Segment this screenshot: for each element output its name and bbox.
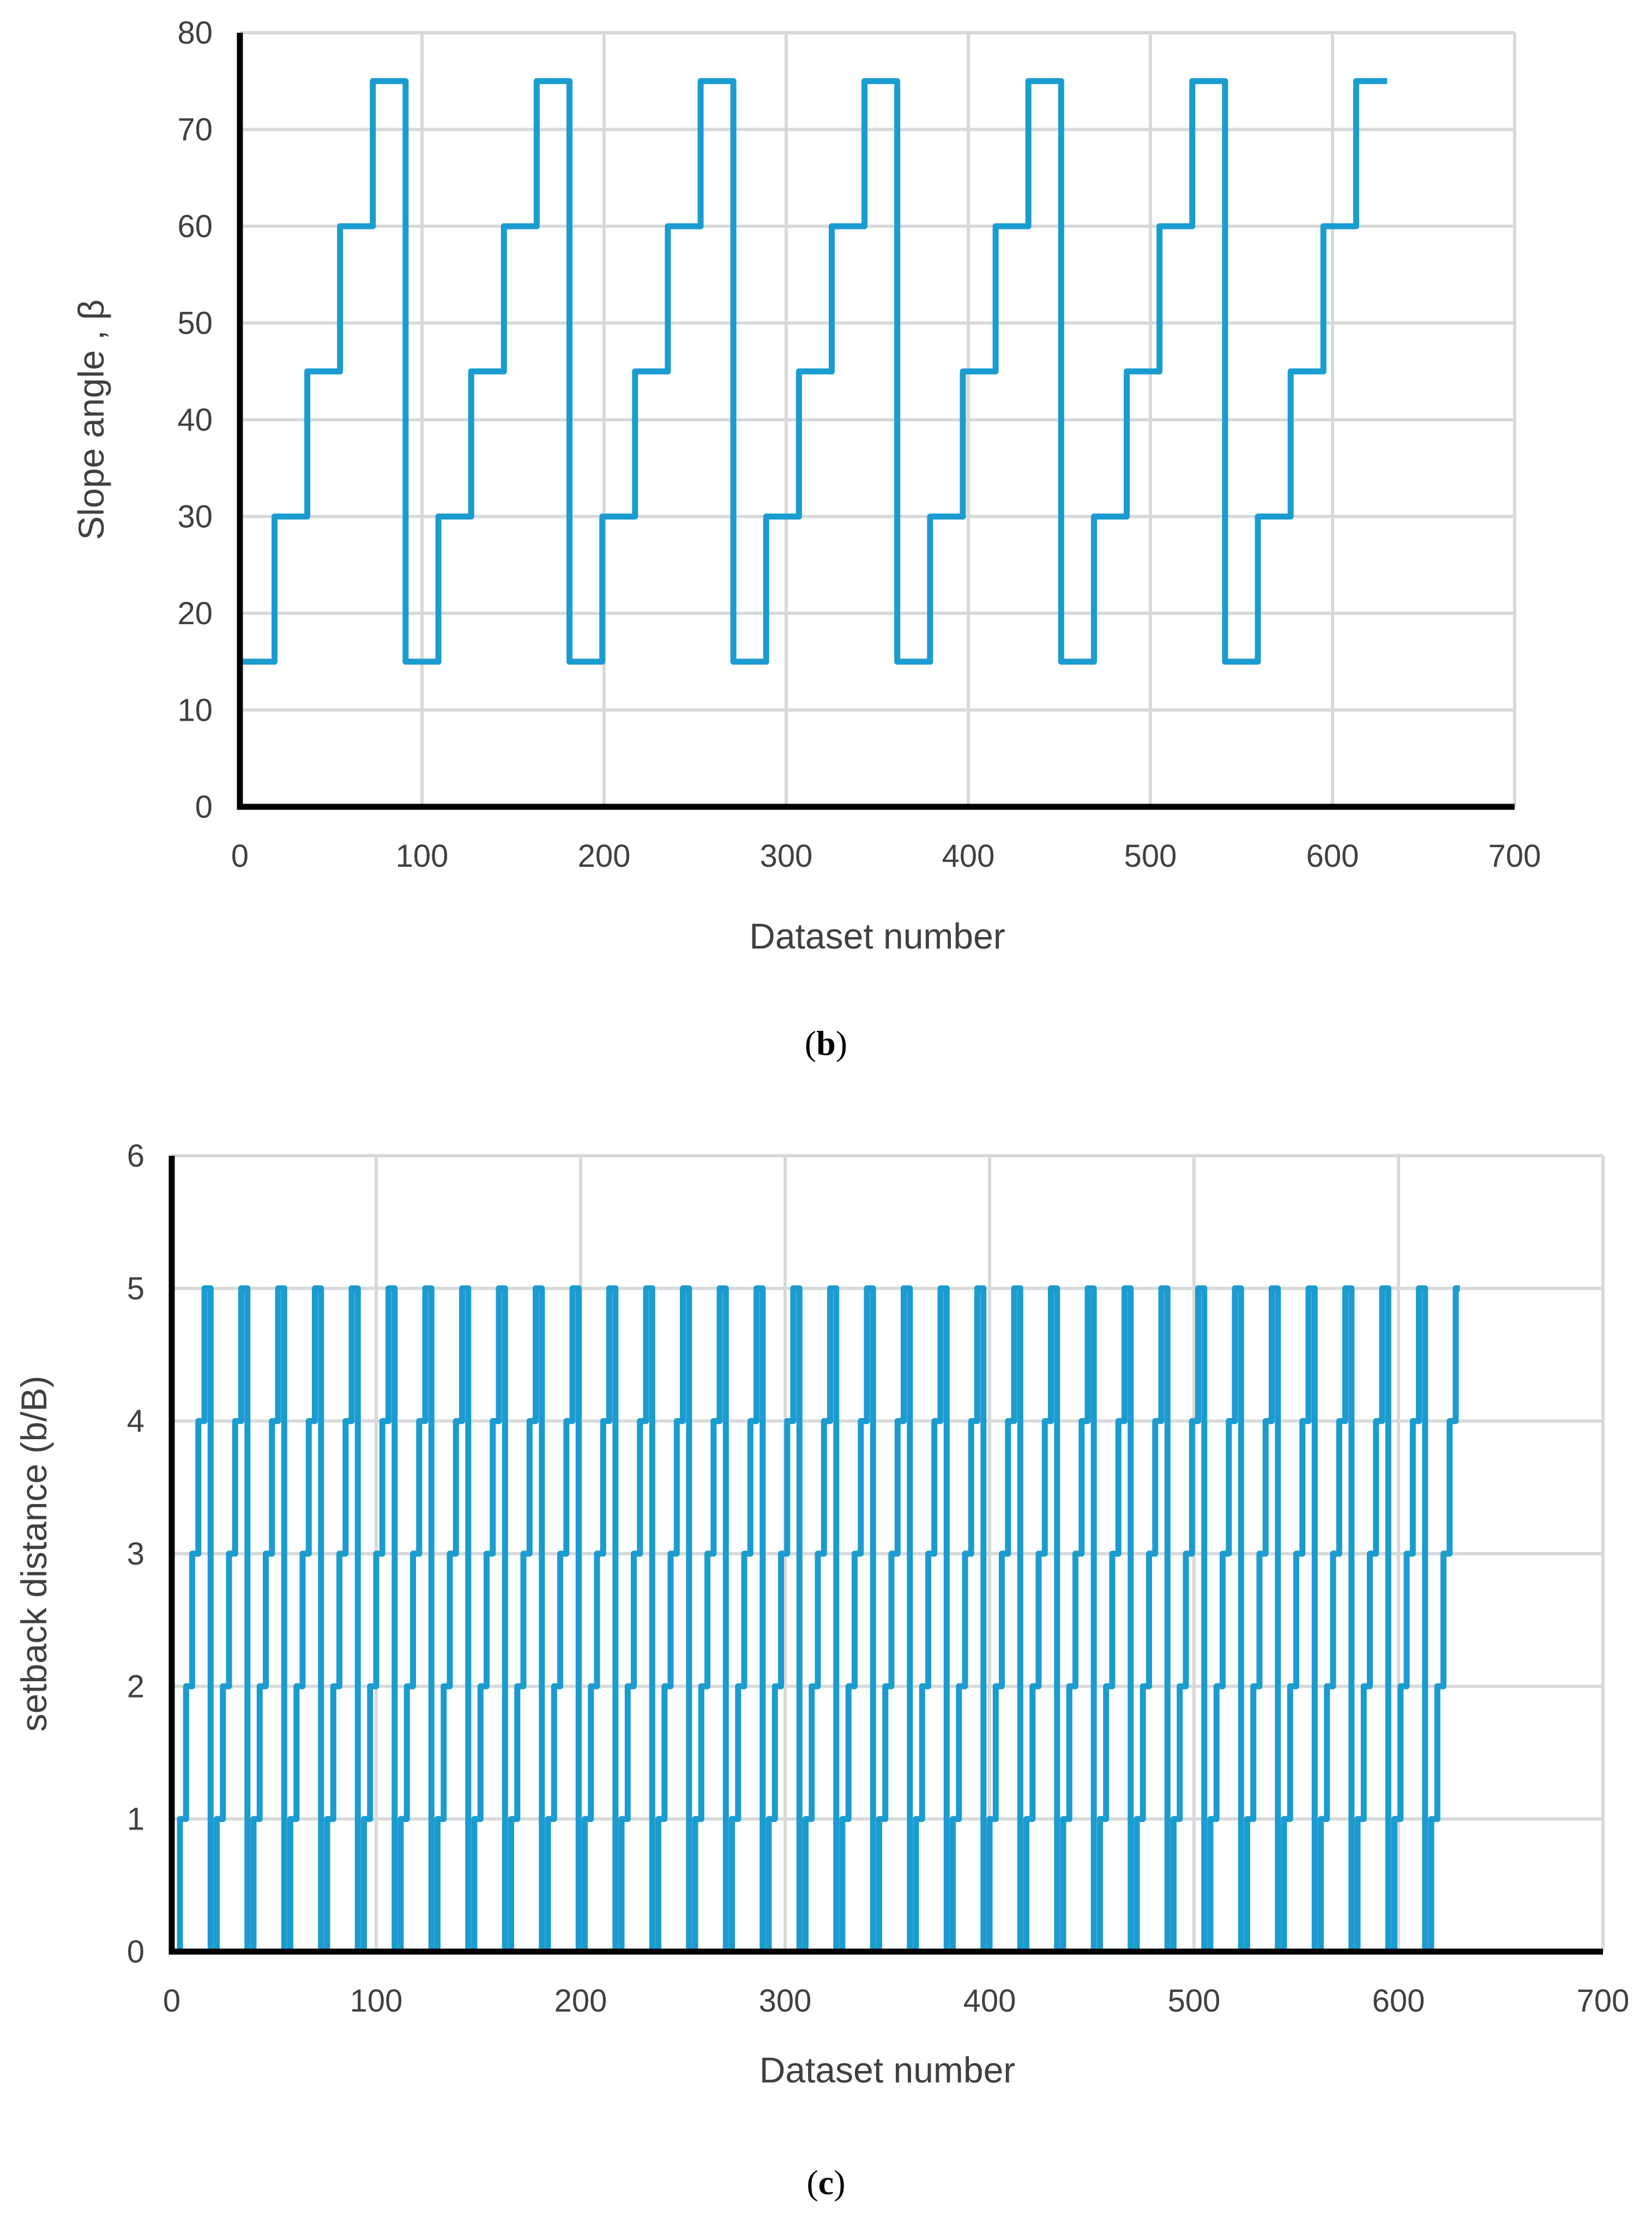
x-tick-label: 100	[396, 838, 449, 874]
x-tick-label: 0	[231, 838, 249, 874]
setback-distance-chart: 0 1 2 3 4 5 6 0 100 200 300 400 500 600 700 Dataset num…	[14, 1138, 1630, 2202]
caption-open: (	[805, 1024, 816, 1062]
panel-caption: (c)	[806, 2163, 845, 2202]
caption-close: )	[834, 2163, 845, 2202]
series-line-setback-distance	[173, 1285, 1461, 1955]
x-tick-label: 500	[1124, 838, 1177, 874]
y-tick-label: 6	[127, 1138, 144, 1174]
y-tick-label: 40	[177, 402, 213, 438]
x-tick-label: 0	[163, 1983, 180, 2019]
x-tick-label: 700	[1577, 1983, 1630, 2019]
y-tick-label: 30	[177, 499, 213, 535]
y-tick-label: 1	[127, 1802, 144, 1837]
x-tick-label: 200	[554, 1983, 607, 2019]
y-tick-label: 3	[127, 1536, 144, 1572]
x-tick-label: 600	[1306, 838, 1359, 874]
caption-close: )	[836, 1024, 847, 1062]
chart-panel-b: 0 10 20 30 40 50 60 70 80 0 100 200 300 400 500 600 700 D…	[0, 0, 1652, 1090]
y-tick-label: 50	[177, 306, 213, 341]
y-tick-label: 10	[177, 693, 213, 728]
panel-caption: (b)	[805, 1024, 847, 1062]
y-axis-title: Slope angle , β	[71, 299, 111, 540]
x-tick-label: 400	[942, 838, 995, 874]
y-tick-label: 2	[127, 1669, 144, 1704]
x-tick-label: 300	[759, 1983, 812, 2019]
chart-panel-c: 0 1 2 3 4 5 6 0 100 200 300 400 500 600 700 Dataset num…	[0, 1112, 1652, 2234]
caption-letter: b	[816, 1024, 836, 1062]
y-tick-label: 80	[177, 15, 213, 51]
y-tick-label: 20	[177, 596, 213, 631]
y-tick-label: 4	[127, 1404, 144, 1439]
caption-letter: c	[818, 2163, 834, 2202]
x-tick-label: 700	[1488, 838, 1541, 874]
y-tick-label: 70	[177, 112, 213, 148]
x-axis-title: Dataset number	[749, 916, 1005, 956]
x-tick-label: 500	[1168, 1983, 1221, 2019]
y-tick-label: 5	[127, 1271, 144, 1306]
y-axis-title: setback distance (b/B)	[14, 1376, 54, 1732]
x-tick-label: 600	[1372, 1983, 1425, 2019]
x-tick-label: 100	[350, 1983, 403, 2019]
x-tick-label: 300	[760, 838, 813, 874]
y-tick-label: 0	[127, 1934, 144, 1970]
slope-angle-chart: 0 10 20 30 40 50 60 70 80 0 100 200 300 400 500 600 700 D…	[71, 15, 1541, 1062]
series-line-slope-angle	[240, 78, 1389, 665]
y-tick-label: 0	[195, 789, 213, 825]
y-tick-label: 60	[177, 209, 213, 244]
caption-open: (	[806, 2163, 818, 2202]
x-axis-title: Dataset number	[759, 2050, 1016, 2090]
x-tick-label: 200	[578, 838, 631, 874]
x-tick-label: 400	[963, 1983, 1016, 2019]
